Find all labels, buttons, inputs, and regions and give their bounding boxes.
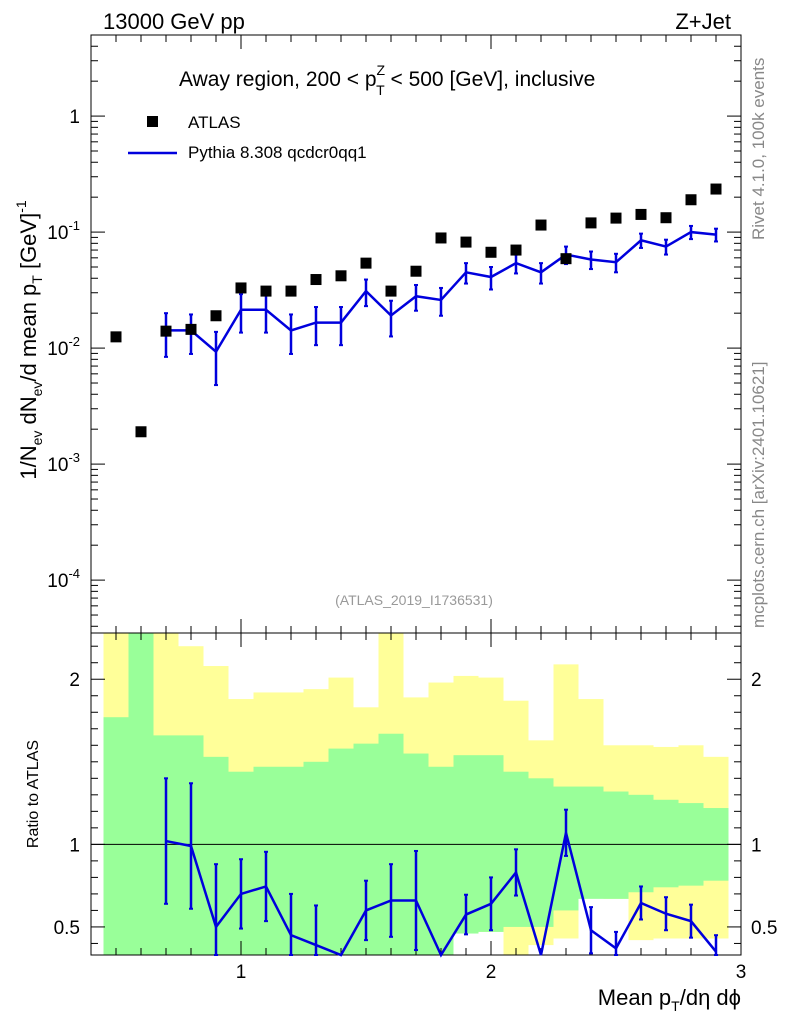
process-label: Z+Jet xyxy=(675,9,731,34)
main-title-sub: T xyxy=(376,82,385,98)
main-y-tick-exponent: -3 xyxy=(68,450,80,465)
data-point xyxy=(235,282,247,294)
main-title-suffix: < 500 [GeV], inclusive xyxy=(385,68,596,91)
data-point xyxy=(310,274,322,286)
main-title: Away region, 200 < pZ T < 500 [GeV], incl… xyxy=(179,62,595,98)
data-point xyxy=(385,285,397,297)
mcplots-label: mcplots.cern.ch [arXiv:2401.10621] xyxy=(749,362,768,628)
legend-mc-label: Pythia 8.308 qcdcr0qq1 xyxy=(188,143,367,162)
data-series-main xyxy=(110,183,722,438)
band-inner-bin xyxy=(103,717,129,955)
band-inner-bin xyxy=(328,748,354,955)
data-point xyxy=(135,426,147,438)
ratio-y-tick-label: 2 xyxy=(69,670,80,691)
legend-data-label: ATLAS xyxy=(188,113,241,132)
main-y-tick-mantissa: 10 xyxy=(47,571,68,592)
main-y-tick-exponent: -4 xyxy=(68,566,80,581)
main-y-tick-label: 1 xyxy=(69,107,80,128)
main-axes: 10-410-310-210-11 xyxy=(47,34,741,627)
data-point xyxy=(335,270,347,282)
band-inner-bin xyxy=(628,794,654,893)
data-point xyxy=(685,194,697,206)
legend-data-marker xyxy=(147,116,158,127)
main-y-tick-label: 10-2 xyxy=(47,334,80,360)
ratio-ylabel: Ratio to ATLAS xyxy=(25,740,42,848)
main-y-tick-mantissa: 1 xyxy=(69,107,80,128)
data-point xyxy=(585,217,597,229)
main-y-tick-exponent: -1 xyxy=(68,218,80,233)
ratio-y-tick-label-right: 1 xyxy=(751,835,762,856)
data-point xyxy=(460,236,472,248)
main-y-tick-label: 10-3 xyxy=(47,450,80,476)
band-inner-bin xyxy=(428,766,454,955)
data-point xyxy=(160,325,172,337)
main-ylabel: 1/Nev dNev/d mean pT [GeV]-1 xyxy=(13,200,45,480)
data-point xyxy=(710,183,722,195)
main-y-tick-mantissa: 10 xyxy=(47,455,68,476)
main-y-tick-label: 10-1 xyxy=(47,218,80,244)
data-point xyxy=(110,331,122,343)
data-point xyxy=(410,265,422,277)
band-inner-bin xyxy=(578,786,604,899)
main-y-tick-label: 10-4 xyxy=(47,566,80,592)
energy-label: 13000 GeV pp xyxy=(103,9,245,34)
mc-series-ratio xyxy=(164,777,718,958)
band-inner-bin xyxy=(128,633,154,955)
data-point xyxy=(185,323,197,335)
x-axis-label: Mean pT/dη dϕ xyxy=(598,985,741,1014)
data-point xyxy=(635,208,647,220)
ratio-line xyxy=(165,832,717,958)
data-point xyxy=(660,212,672,224)
ratio-y-tick-label-right: 0.5 xyxy=(751,918,777,939)
data-point xyxy=(535,219,547,231)
data-point xyxy=(610,212,622,224)
data-point xyxy=(485,246,497,258)
data-point xyxy=(435,232,447,244)
band-inner-bin xyxy=(603,791,629,899)
data-point xyxy=(360,257,372,269)
data-point xyxy=(210,310,222,322)
main-y-tick-mantissa: 10 xyxy=(47,339,68,360)
data-point xyxy=(510,244,522,256)
ratio-y-tick-label-right: 2 xyxy=(751,670,762,691)
ratio-axes: 0.5 0.5 1 1 2 2 xyxy=(54,645,777,944)
analysis-id: (ATLAS_2019_I1736531) xyxy=(335,592,493,608)
main-title-sup: Z xyxy=(377,62,386,78)
data-point xyxy=(285,285,297,297)
ratio-y-tick-label: 0.5 xyxy=(54,918,80,939)
data-point xyxy=(260,285,272,297)
x-tick-label: 1 xyxy=(236,962,247,983)
band-inner-bin xyxy=(653,799,679,888)
main-title-prefix: Away region, 200 < p xyxy=(179,68,377,91)
x-tick-label: 2 xyxy=(486,962,497,983)
data-point xyxy=(560,253,572,265)
mc-series-main xyxy=(164,224,718,387)
rivet-label: Rivet 4.1.0, 100k events xyxy=(749,58,768,240)
main-y-tick-mantissa: 10 xyxy=(47,223,68,244)
main-y-tick-exponent: -2 xyxy=(68,334,80,349)
band-inner-bin xyxy=(528,778,554,927)
ratio-y-tick-label: 1 xyxy=(69,835,80,856)
x-tick-label: 3 xyxy=(736,962,747,983)
